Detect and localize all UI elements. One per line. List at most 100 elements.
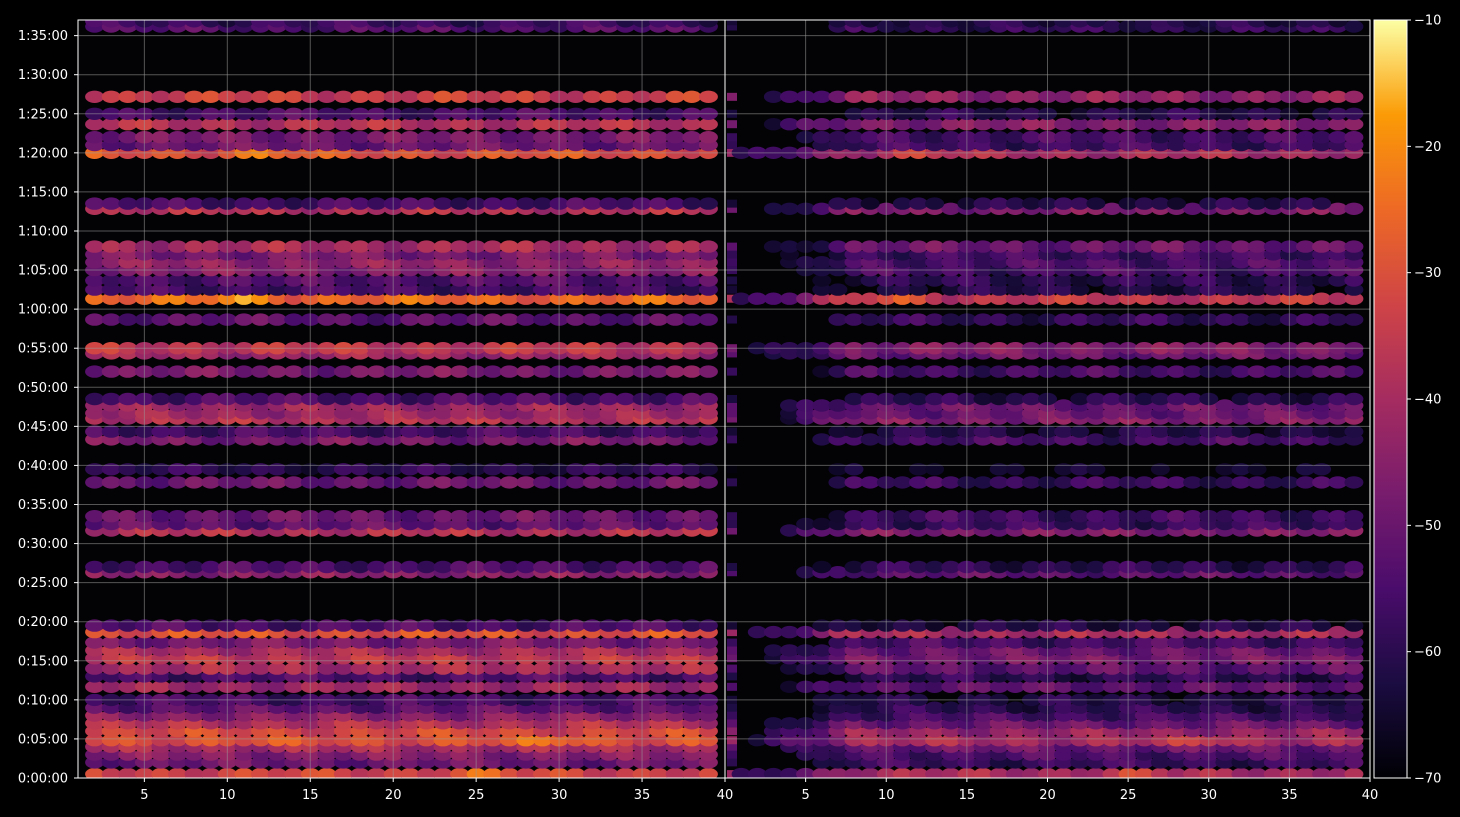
heatmap-cell — [400, 365, 420, 378]
heatmap-cell — [251, 560, 270, 574]
heatmap-cell — [599, 283, 619, 296]
heatmap-cell — [184, 365, 204, 378]
heatmap-cell — [616, 619, 635, 632]
heatmap-cell — [727, 512, 737, 521]
heatmap-cell — [973, 510, 993, 523]
heatmap-cell — [201, 619, 221, 632]
heatmap-cell — [168, 131, 187, 144]
heatmap-cell — [860, 560, 880, 574]
heatmap-cell — [599, 292, 619, 305]
heatmap-cell — [566, 392, 586, 406]
heatmap-cell — [184, 292, 204, 305]
heatmap-cell — [1263, 476, 1283, 489]
y-tick-label: 0:00:00 — [18, 772, 68, 787]
heatmap-cell — [1021, 560, 1041, 574]
heatmap-cell — [1296, 313, 1315, 326]
heatmap-cell — [1102, 767, 1122, 778]
heatmap-cell — [892, 662, 912, 675]
heatmap-cell — [433, 292, 453, 305]
heatmap-cell — [812, 517, 832, 531]
heatmap-cell — [317, 767, 337, 778]
heatmap-cell — [1215, 662, 1235, 675]
heatmap-cell — [682, 560, 702, 574]
heatmap-cell — [1167, 662, 1186, 675]
x-tick-label: 20 — [385, 788, 402, 803]
heatmap-cell — [516, 20, 536, 28]
heatmap-cell — [267, 283, 287, 296]
heatmap-cell — [367, 90, 387, 104]
heatmap-cell — [400, 662, 420, 675]
heatmap-cell — [1086, 767, 1106, 778]
heatmap-cell — [251, 313, 270, 326]
heatmap-cell — [85, 365, 105, 378]
heatmap-cell — [1150, 619, 1170, 632]
heatmap-cell — [698, 636, 718, 649]
heatmap-cell — [1134, 313, 1154, 326]
heatmap-cell — [1054, 118, 1074, 131]
heatmap-cell — [682, 240, 702, 253]
heatmap-cell — [533, 636, 552, 649]
heatmap-cell — [698, 90, 718, 104]
heatmap-cell — [483, 20, 503, 28]
heatmap-cell — [780, 680, 799, 693]
heatmap-cell — [1215, 313, 1235, 326]
heatmap-cell — [317, 292, 337, 305]
heatmap-cell — [168, 476, 187, 489]
heatmap-cell — [317, 240, 337, 253]
heatmap-cell — [780, 767, 799, 778]
colorbar: −10 −20 −30 −40 −50 −60 −70 — [1373, 14, 1441, 787]
heatmap-cell — [400, 20, 420, 28]
heatmap-cell — [665, 118, 685, 131]
heatmap-cell — [499, 283, 519, 296]
heatmap-cell — [85, 767, 105, 778]
heatmap-cell — [101, 118, 121, 131]
heatmap-cell — [1150, 734, 1170, 747]
heatmap-cell — [118, 662, 138, 675]
heatmap-cell — [251, 274, 270, 287]
heatmap-cell — [168, 392, 187, 406]
heatmap-cell — [267, 392, 287, 406]
heatmap-cell — [844, 510, 864, 523]
heatmap-cell — [727, 395, 737, 403]
grid — [78, 20, 1370, 778]
heatmap-cell — [1231, 118, 1251, 131]
heatmap-cell — [860, 734, 880, 747]
heatmap-cell — [1070, 197, 1090, 210]
heatmap-cell — [649, 365, 669, 378]
heatmap-cell — [682, 131, 702, 144]
heatmap-cell — [698, 274, 718, 287]
heatmap-cell — [1134, 283, 1154, 296]
heatmap-cell — [533, 662, 552, 675]
heatmap-cell — [1134, 365, 1154, 378]
heatmap-cell — [499, 197, 519, 210]
heatmap-cell — [85, 476, 105, 489]
heatmap-cell — [1263, 636, 1283, 649]
heatmap-cell — [649, 313, 669, 326]
heatmap-cell — [682, 292, 702, 305]
heatmap-cell — [1312, 240, 1332, 253]
heatmap-cell — [350, 131, 370, 144]
heatmap-cell — [317, 680, 337, 693]
heatmap-cell — [184, 283, 204, 296]
y-tick-label: 0:25:00 — [18, 576, 68, 591]
heatmap-cell — [1183, 90, 1203, 104]
heatmap-cell — [1312, 619, 1332, 632]
heatmap-cell — [698, 510, 718, 523]
heatmap-cell — [1344, 767, 1364, 778]
heatmap-cell — [1183, 476, 1203, 489]
heatmap-cell — [433, 636, 453, 649]
heatmap-cell — [812, 90, 832, 104]
heatmap-cell — [892, 619, 912, 632]
heatmap-cell — [101, 680, 121, 693]
heatmap-cell — [251, 510, 270, 523]
heatmap-cell — [844, 292, 864, 305]
heatmap-cell — [267, 619, 287, 632]
heatmap-cell — [201, 463, 221, 476]
heatmap-cell — [400, 131, 420, 144]
x-tick-label: 5 — [140, 788, 148, 803]
heatmap-cell — [1231, 662, 1251, 675]
heatmap-cell — [1344, 292, 1364, 305]
heatmap-cell — [1231, 365, 1251, 378]
heatmap-cell — [1134, 20, 1154, 28]
heatmap-cell — [665, 292, 685, 305]
